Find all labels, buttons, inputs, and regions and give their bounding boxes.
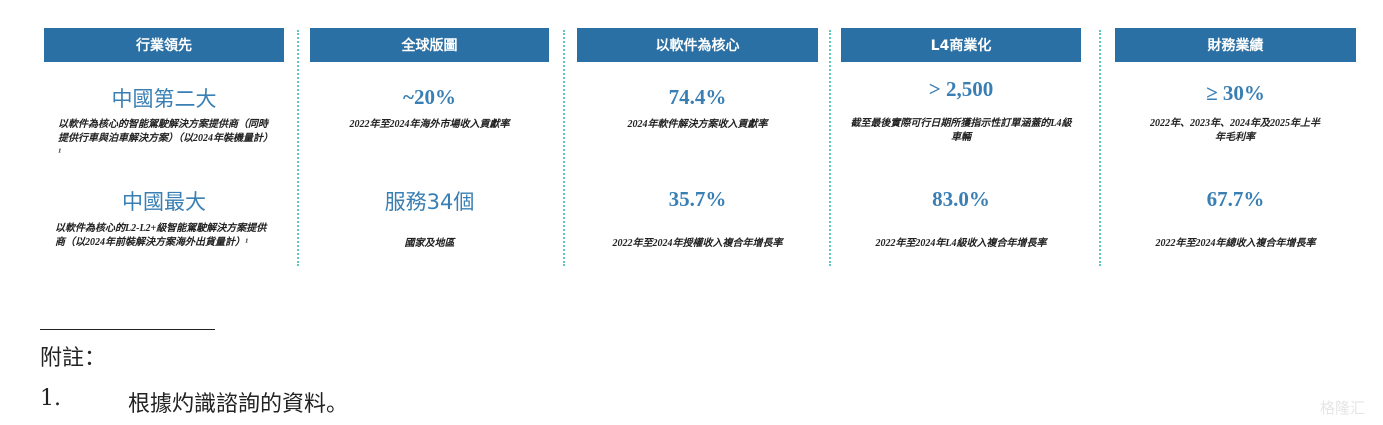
stat-desc: 2024年軟件解決方案收入貢獻率	[627, 119, 768, 130]
footnote-title: 附註：	[40, 346, 107, 371]
stat-desc: 2022年至2024年授權收入複合年增長率	[612, 238, 783, 249]
stat-desc: 國家及地區	[404, 238, 455, 249]
col-header-global: 全球版圖	[310, 28, 549, 62]
stat-value: 服務34個	[384, 190, 475, 214]
stat-desc: 2022年至2024年總收入複合年增長率	[1155, 238, 1316, 249]
stat-value: ≥ 30%	[1206, 81, 1265, 105]
stat-value: 中國最大	[122, 190, 206, 214]
stat-desc: 2022年至2024年海外市場收入貢獻率	[349, 119, 510, 130]
col-header-industry: 行業領先	[44, 28, 284, 62]
watermark-logo: 格隆汇	[1319, 399, 1365, 417]
stat-desc: 2022年至2024年L4級收入複合年增長率	[875, 238, 1047, 249]
footnote-text: 根據灼識諮詢的資料。	[128, 392, 349, 417]
divider	[563, 30, 565, 266]
col-header-software: 以軟件為核心	[577, 28, 818, 62]
divider	[1099, 30, 1101, 266]
footnote-number: 1.	[40, 386, 61, 411]
divider	[829, 30, 831, 266]
footnote-rule	[40, 329, 215, 330]
stat-desc: 以軟件為核心的L2-L2+級智能駕駛解決方案提供商（以2024年前裝解決方案海外…	[55, 223, 267, 248]
stat-value: 67.7%	[1206, 187, 1265, 211]
col-header-financial: 財務業績	[1115, 28, 1356, 62]
stat-desc: 截至最後實際可行日期所獲指示性訂單涵蓋的L4級車輛	[850, 118, 1072, 143]
stat-desc: 2022年、2023年、2024年及2025年上半年毛利率	[1150, 118, 1320, 143]
stat-desc: 以軟件為核心的智能駕駛解決方案提供商（同時提供行車與泊車解決方案）（以2024年…	[58, 119, 268, 158]
stat-value: 74.4%	[668, 85, 727, 109]
stat-value: 35.7%	[668, 187, 727, 211]
stat-value: ~20%	[403, 85, 456, 109]
stat-value: 中國第二大	[111, 87, 217, 111]
col-header-l4: L4商業化	[841, 28, 1081, 62]
stat-value: > 2,500	[928, 77, 994, 101]
stat-value: 83.0%	[932, 187, 990, 211]
divider	[297, 30, 299, 266]
